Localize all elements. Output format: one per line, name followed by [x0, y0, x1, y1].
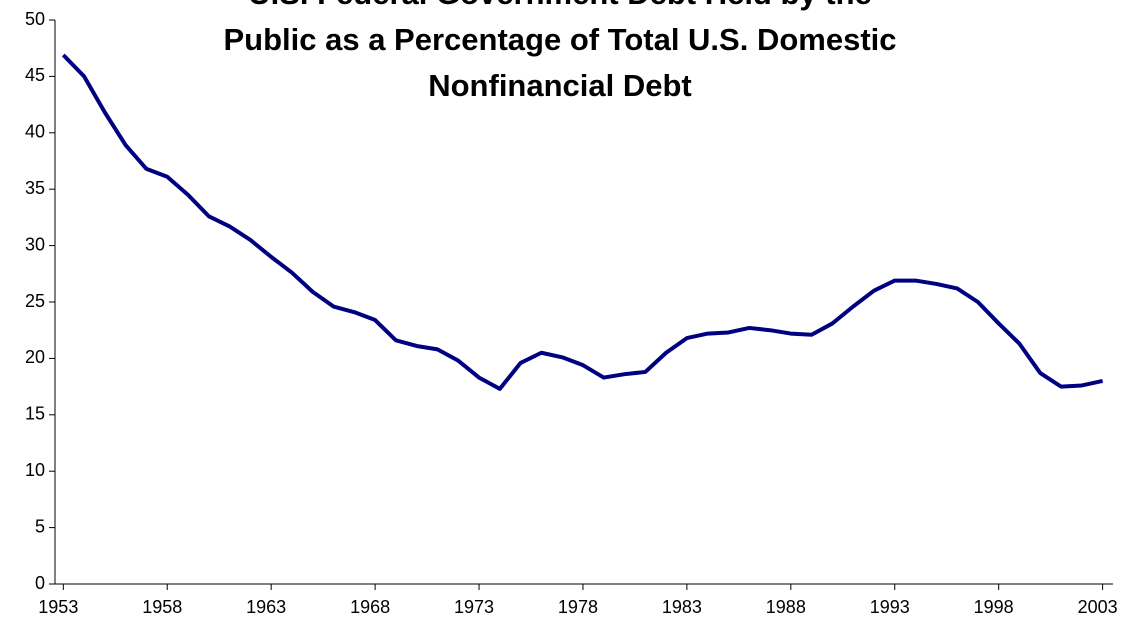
x-tick-label: 1998 [974, 597, 1014, 617]
x-tick-label: 2003 [1078, 597, 1118, 617]
x-tick-label: 1968 [350, 597, 390, 617]
x-tick-label: 1983 [662, 597, 702, 617]
y-tick-label: 25 [25, 291, 45, 311]
x-tick-label: 1973 [454, 597, 494, 617]
y-tick-label: 0 [35, 573, 45, 593]
x-tick-label: 1993 [870, 597, 910, 617]
x-tick-label: 1963 [246, 597, 286, 617]
x-tick-label: 1988 [766, 597, 806, 617]
y-tick-label: 20 [25, 347, 45, 367]
x-tick-label: 1978 [558, 597, 598, 617]
y-tick-label: 10 [25, 460, 45, 480]
y-tick-label: 35 [25, 178, 45, 198]
y-tick-label: 50 [25, 9, 45, 29]
y-tick-label: 15 [25, 404, 45, 424]
y-tick-label: 40 [25, 122, 45, 142]
y-tick-label: 45 [25, 65, 45, 85]
chart-title: Nonfinancial Debt [428, 68, 692, 103]
data-line [61, 53, 1104, 391]
x-tick-label: 1953 [38, 597, 78, 617]
y-tick-label: 30 [25, 234, 45, 254]
y-tick-label: 5 [35, 516, 45, 536]
chart-title: Public as a Percentage of Total U.S. Dom… [223, 22, 896, 57]
x-tick-label: 1958 [142, 597, 182, 617]
chart-title: U.S. Federal Government Debt Held by the [248, 0, 872, 11]
